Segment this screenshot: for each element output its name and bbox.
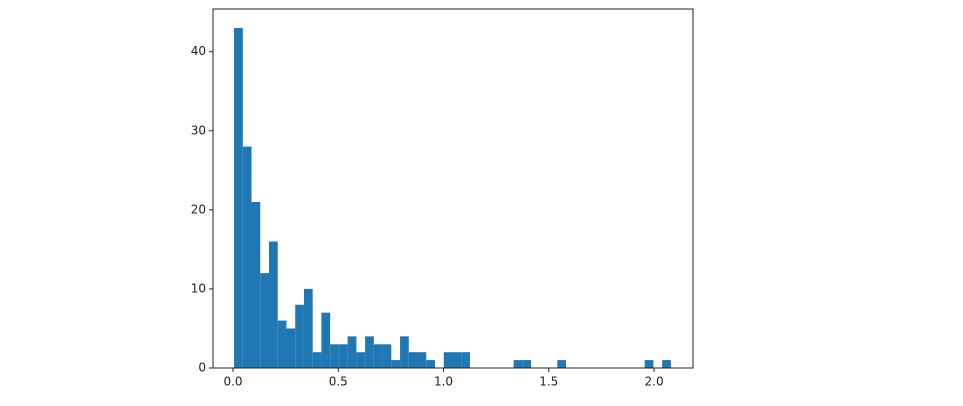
bar	[303, 288, 313, 368]
x-tick-label: 0.0	[223, 375, 242, 389]
bar	[269, 241, 278, 368]
bar	[408, 352, 418, 368]
bar	[400, 336, 409, 368]
bar	[426, 360, 435, 368]
bar	[365, 336, 374, 368]
bar	[234, 27, 243, 369]
bar	[242, 146, 252, 368]
bar	[391, 360, 401, 368]
y-tick-label: 0	[198, 361, 206, 375]
bar	[382, 344, 392, 368]
bar	[452, 352, 462, 368]
bar	[295, 304, 304, 368]
bar	[461, 352, 470, 368]
bar	[373, 344, 383, 368]
y-tick-label: 30	[191, 123, 206, 137]
bar	[356, 352, 366, 368]
bar	[338, 344, 348, 368]
y-tick-label: 20	[191, 202, 206, 216]
bar	[347, 336, 357, 368]
bar	[644, 360, 654, 368]
bar	[417, 352, 427, 368]
x-tick-label: 1.0	[434, 375, 453, 389]
x-tick-label: 2.0	[645, 375, 664, 389]
bar	[662, 360, 671, 368]
bar	[286, 328, 296, 368]
bar	[260, 273, 269, 368]
bar	[513, 360, 523, 368]
x-tick-label: 0.5	[329, 375, 348, 389]
bar	[557, 360, 567, 368]
bar	[321, 312, 331, 368]
bar	[312, 352, 322, 368]
plot-frame	[212, 8, 694, 369]
x-tick-label: 1.5	[539, 375, 558, 389]
bar	[251, 201, 261, 368]
bar	[522, 360, 532, 368]
bar	[330, 344, 339, 368]
y-tick-label: 40	[191, 44, 206, 58]
bar	[277, 320, 287, 368]
bar	[443, 352, 453, 368]
y-tick-label: 10	[191, 281, 206, 295]
